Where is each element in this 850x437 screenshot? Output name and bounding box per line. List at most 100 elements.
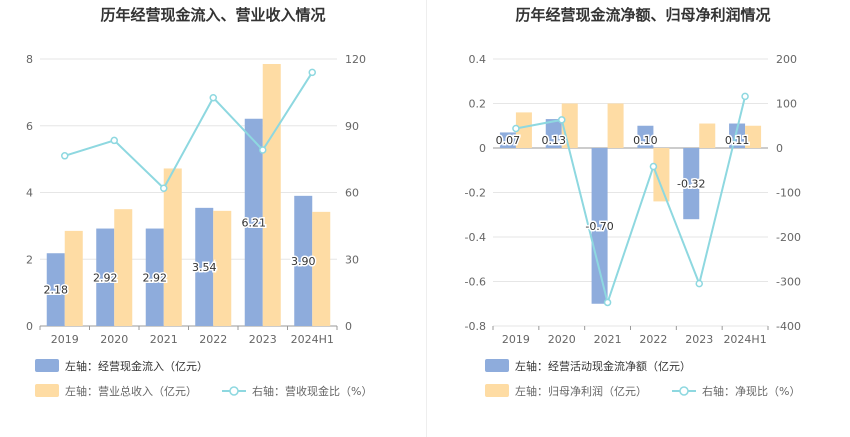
bar-primary xyxy=(591,148,608,304)
legend-label: 左轴：经营活动现金流净额（亿元） xyxy=(515,359,691,373)
ratio-line xyxy=(64,71,314,190)
bar-secondary xyxy=(163,168,182,326)
x-axis-tick-label: 2021 xyxy=(150,333,178,346)
right-axis-tick-label: 100 xyxy=(776,98,797,111)
chart-panel-2: 历年经营现金流净额、归母净利润情况 -0.8 -0.6 -0.4 -0.2 0 0.2 0.4… xyxy=(465,6,801,398)
bar-data-label: 0.10 xyxy=(633,134,658,147)
left-axis-tick-label: -0.2 xyxy=(465,187,486,200)
left-axis-tick-label: 4 xyxy=(26,187,33,200)
bar-secondary xyxy=(64,230,83,326)
bar-primary xyxy=(145,228,164,326)
left-axis-tick-label: 8 xyxy=(26,53,33,66)
bar-primary xyxy=(294,195,313,326)
x-axis-tick-label: 2023 xyxy=(685,333,713,346)
panel-divider xyxy=(426,0,427,437)
left-axis-tick-label: 0.4 xyxy=(469,53,487,66)
ratio-line xyxy=(515,96,747,307)
x-axis-tick-label: 2019 xyxy=(51,333,79,346)
legend-swatch xyxy=(485,384,509,397)
ratio-point xyxy=(110,136,118,145)
ratio-point xyxy=(649,162,658,171)
bar-secondary xyxy=(745,125,762,148)
right-axis-tick-label: 0 xyxy=(776,142,783,155)
bar-primary xyxy=(637,125,654,148)
left-axis-tick-label: -0.6 xyxy=(465,276,486,289)
ratio-point xyxy=(308,68,316,77)
ratio-point xyxy=(209,93,217,102)
bar-secondary xyxy=(607,103,624,148)
x-axis-tick-label: 2024H1 xyxy=(291,333,334,346)
legend-label: 右轴：营收现金比（%） xyxy=(252,384,372,398)
ratio-point xyxy=(603,298,612,307)
left-axis-tick-label: 0 xyxy=(479,142,486,155)
legend-swatch xyxy=(35,359,59,372)
legend: 左轴：经营活动现金流净额（亿元） 左轴：归母净利润（亿元） 右轴：净现比（%） xyxy=(485,359,800,398)
right-axis-tick-label: 90 xyxy=(345,120,359,133)
bar-primary xyxy=(499,132,516,148)
right-axis-tick-label: -100 xyxy=(776,187,801,200)
legend-swatch xyxy=(485,359,509,372)
bar-data-label: 2.92 xyxy=(93,271,118,284)
ratio-point xyxy=(61,152,69,160)
bar-secondary xyxy=(515,112,532,148)
left-axis-tick-label: 2 xyxy=(26,253,33,266)
bar-primary xyxy=(96,228,115,326)
bar-secondary xyxy=(213,210,232,326)
right-axis-tick-label: 0 xyxy=(345,320,352,333)
legend-label: 左轴：经营现金流入（亿元） xyxy=(65,359,208,373)
ratio-point xyxy=(160,184,168,193)
bar-primary xyxy=(46,253,65,326)
bar-secondary xyxy=(114,209,133,326)
bar-data-label: -0.32 xyxy=(677,178,705,191)
bar-primary xyxy=(244,118,263,327)
x-axis-tick-label: 2022 xyxy=(199,333,227,346)
bar-data-label: 0.13 xyxy=(542,134,567,147)
legend-line-marker xyxy=(229,386,239,396)
right-axis-tick-label: 120 xyxy=(345,53,366,66)
right-axis-tick-label: -200 xyxy=(776,231,801,244)
bar-data-label: 3.90 xyxy=(291,255,316,268)
right-axis-tick-label: 30 xyxy=(345,253,359,266)
bar-primary xyxy=(195,207,214,326)
bar-data-label: 6.21 xyxy=(242,216,267,229)
legend-label: 左轴：归母净利润（亿元） xyxy=(515,384,647,398)
left-axis-tick-label: -0.8 xyxy=(465,320,486,333)
right-axis-tick-label: 60 xyxy=(345,187,359,200)
legend: 左轴：经营现金流入（亿元） 左轴：营业总收入（亿元） 右轴：营收现金比（%） xyxy=(35,359,372,398)
ratio-point xyxy=(512,124,520,133)
x-axis-tick-label: 2024H1 xyxy=(723,333,766,346)
chart-title: 历年经营现金流入、营业收入情况 xyxy=(100,6,325,24)
x-axis-tick-label: 2020 xyxy=(100,333,128,346)
bar-primary xyxy=(683,148,700,220)
right-axis-tick-label: 200 xyxy=(776,53,797,66)
left-axis-tick-label: 0 xyxy=(26,320,33,333)
x-axis-tick-label: 2019 xyxy=(502,333,530,346)
bar-secondary xyxy=(312,211,331,326)
chart-panel-1: 历年经营现金流入、营业收入情况 0 2 4 6 8 0 30 60 90 120 2019 2020 20… xyxy=(26,6,372,398)
bar-data-label: 0.11 xyxy=(725,134,750,147)
bar-secondary xyxy=(653,148,670,202)
x-axis-tick-label: 2021 xyxy=(594,333,622,346)
legend-label: 左轴：营业总收入（亿元） xyxy=(65,384,197,398)
legend-line-marker xyxy=(679,386,689,396)
bar-primary xyxy=(545,119,562,148)
bar-data-label: 2.92 xyxy=(143,271,168,284)
x-axis-tick-label: 2023 xyxy=(249,333,277,346)
legend-swatch xyxy=(35,384,59,397)
bar-secondary xyxy=(699,123,716,148)
bar-data-label: 0.07 xyxy=(496,134,521,147)
right-axis-tick-label: -400 xyxy=(776,320,801,333)
ratio-point xyxy=(695,279,703,288)
bar-data-label: -0.70 xyxy=(585,220,613,233)
chart-title: 历年经营现金流净额、归母净利润情况 xyxy=(515,6,770,24)
ratio-point xyxy=(558,116,566,124)
x-axis-tick-label: 2020 xyxy=(548,333,576,346)
bar-secondary xyxy=(262,64,281,326)
ratio-point xyxy=(741,92,749,101)
right-axis-tick-label: -300 xyxy=(776,276,801,289)
legend-label: 右轴：净现比（%） xyxy=(702,384,800,398)
x-axis-tick-label: 2022 xyxy=(639,333,667,346)
left-axis-tick-label: 6 xyxy=(26,120,33,133)
ratio-point xyxy=(259,146,267,154)
